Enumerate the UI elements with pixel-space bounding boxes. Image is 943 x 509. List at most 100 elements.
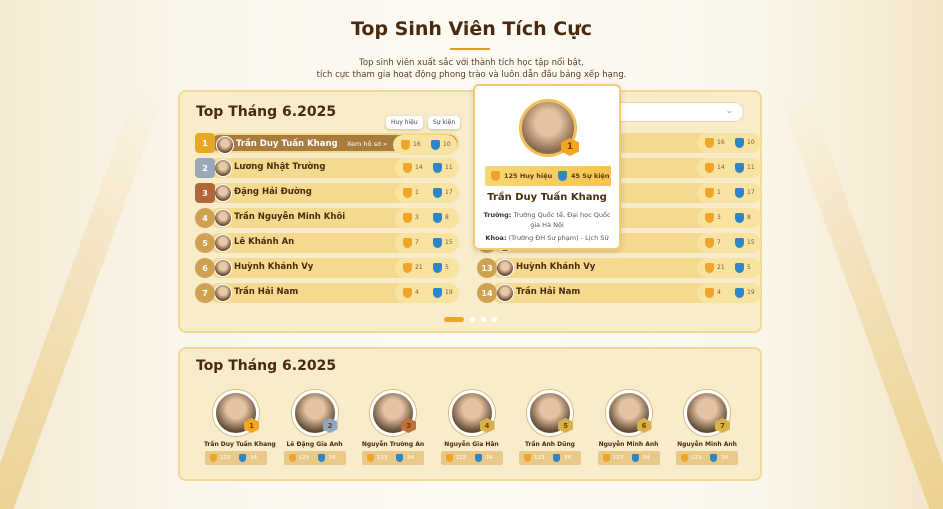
student-name: Nguyễn Minh Anh [598, 441, 659, 448]
event-count: 5 [445, 264, 449, 271]
badge-count: 123 [220, 455, 231, 461]
row-stats: 1 17 [395, 183, 459, 203]
badge-count: 21 [717, 264, 725, 271]
event-icon [631, 454, 639, 462]
event-icon [433, 188, 442, 198]
badge-count: 7 [717, 239, 721, 246]
top-student-card[interactable]: 2 Lê Đặng Gia Anh 123 34 [283, 390, 347, 470]
badge-count: 16 [413, 141, 421, 148]
badge-icon [403, 163, 412, 173]
event-count: 5 [747, 264, 751, 271]
leaderboard-row[interactable]: Đặng Hải Đường 1 17 [209, 183, 459, 203]
leaderboard-row[interactable]: Trần Duy Tuấn Khang Xem hồ sơ » 16 10 [209, 133, 459, 155]
event-icon [735, 163, 744, 173]
top-student-card[interactable]: 1 Trần Duy Tuấn Khang 123 34 [204, 390, 276, 470]
row-stats: 21 5 [697, 258, 761, 278]
badge-icon [705, 213, 714, 223]
badge-icon [491, 171, 500, 181]
month-dropdown[interactable]: ⌄ [592, 102, 744, 122]
badge-count: 14 [415, 164, 423, 171]
event-icon [433, 288, 442, 298]
badge-icon [705, 138, 714, 148]
event-count: 19 [747, 289, 755, 296]
top-student-card[interactable]: 7 Nguyễn Minh Anh 123 34 [675, 390, 739, 470]
badge-count: 123 [298, 455, 310, 461]
avatar [214, 184, 232, 202]
badge-count: 1 [717, 189, 721, 196]
leaderboard-row[interactable]: Huỳnh Khánh Vy 21 5 [209, 258, 459, 278]
leaderboard-row[interactable]: Trần Hải Nam 4 19 [491, 283, 761, 303]
rank-badge: 6 [636, 418, 652, 433]
event-count: 11 [445, 164, 453, 171]
event-count: 34 [407, 455, 414, 461]
event-count: 15 [747, 239, 755, 246]
page-dot-active[interactable] [444, 317, 464, 322]
leaderboard-row[interactable]: Huỳnh Khánh Vy 21 5 [491, 258, 761, 278]
student-name: Trần Hải Nam [234, 287, 299, 297]
badge-icon [367, 454, 374, 462]
row-stats: 14 11 [697, 158, 761, 178]
avatar [214, 234, 232, 252]
student-name: Đặng Hải Đường [234, 187, 312, 197]
event-icon [735, 288, 744, 298]
badge-count: 1 [415, 189, 419, 196]
student-stats: 123 34 [440, 451, 503, 465]
badge-icon [403, 263, 412, 273]
student-name: Nguyễn Minh Anh [677, 441, 737, 448]
top-student-card[interactable]: 3 Nguyễn Trường An 123 34 [361, 390, 425, 470]
rank-badge: 1 [561, 138, 579, 156]
student-name: Nguyễn Trường An [361, 441, 425, 448]
leaderboard-row[interactable]: Trần Hải Nam 4 19 [209, 283, 459, 303]
student-name: Trần Hải Nam [516, 287, 581, 297]
top-student-card[interactable]: 5 Trần Anh Dũng 123 34 [518, 390, 582, 470]
event-count: 34 [721, 455, 728, 461]
row-stats: 16 10 [393, 135, 457, 155]
badge-icon [403, 288, 412, 298]
badge-icon [403, 188, 412, 198]
top-students-section: Top Tháng 6.2025 1 Trần Duy Tuấn Khang 1… [178, 347, 762, 481]
badge-icon [445, 454, 453, 462]
badge-count: 123 [612, 455, 624, 461]
school-info: Trường: Trường Quốc tế, Đại học Quốc gia… [483, 211, 611, 229]
event-count: 10 [443, 141, 451, 148]
page-dot[interactable] [470, 317, 475, 322]
badge-icon [401, 140, 410, 150]
badge-icon [210, 454, 217, 462]
event-icon [735, 238, 744, 248]
student-name: Trần Anh Dũng [525, 441, 575, 448]
popup-stats: 125 Huy hiệu 45 Sự kiện [485, 166, 611, 186]
light-ray [0, 89, 167, 509]
row-stats: 4 19 [395, 283, 459, 303]
light-ray [776, 89, 943, 509]
row-stats: 21 5 [395, 258, 459, 278]
student-stats: 123 34 [519, 451, 581, 465]
event-count: 11 [747, 164, 755, 171]
leaderboard-row[interactable]: Lương Nhật Trường 14 11 [209, 158, 459, 178]
badge-count: 7 [415, 239, 419, 246]
event-icon [239, 454, 246, 462]
top-student-card[interactable]: 4 Nguyễn Gia Hân 123 34 [440, 390, 504, 470]
event-count: 15 [445, 239, 453, 246]
tooltip-events: Sự kiện [428, 116, 461, 129]
row-stats: 16 10 [697, 133, 761, 153]
student-name: Huỳnh Khánh Vy [516, 262, 596, 272]
rank-badge: 1 [195, 133, 215, 153]
page-dot[interactable] [481, 317, 486, 322]
event-count: 17 [747, 189, 755, 196]
row-stats: 4 19 [697, 283, 761, 303]
event-icon [735, 138, 744, 148]
event-icon [433, 263, 442, 273]
page-dot[interactable] [492, 317, 497, 322]
leaderboard-row[interactable]: Lê Khánh An 7 15 [209, 233, 459, 253]
badge-icon [681, 454, 688, 462]
avatar [216, 136, 234, 154]
event-icon [396, 454, 403, 462]
view-profile-link[interactable]: Xem hồ sơ » [346, 140, 387, 148]
badge-icon [524, 454, 531, 462]
student-name: Lương Nhật Trường [234, 162, 326, 172]
top-student-card[interactable]: 6 Nguyễn Minh Anh 123 34 [597, 390, 661, 470]
avatar [214, 209, 232, 227]
badge-icon [705, 163, 714, 173]
